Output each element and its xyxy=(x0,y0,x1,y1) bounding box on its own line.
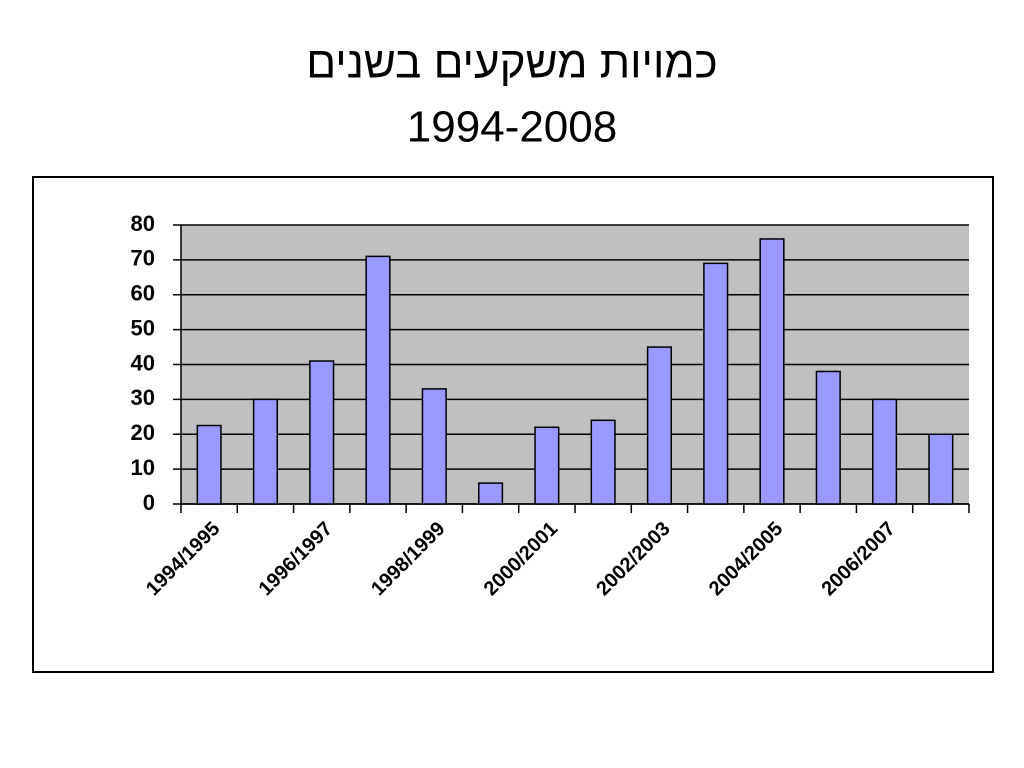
bar xyxy=(872,398,898,505)
bar xyxy=(365,255,391,505)
bar xyxy=(928,433,954,505)
y-tick-label: 20 xyxy=(131,420,155,445)
bar xyxy=(646,346,672,505)
bar xyxy=(196,424,222,505)
y-tick-label: 10 xyxy=(131,455,155,480)
bar xyxy=(759,238,785,505)
y-tick-label: 40 xyxy=(131,350,155,375)
chart-subtitle: 1994-2008 xyxy=(407,103,617,152)
chart-title: כמויות משקעים בשנים xyxy=(306,39,717,88)
y-tick-label: 60 xyxy=(131,281,155,306)
y-tick-label: 70 xyxy=(131,246,155,271)
bar xyxy=(478,482,504,505)
y-tick-label: 80 xyxy=(131,211,155,236)
bar xyxy=(252,398,278,505)
bar xyxy=(309,360,335,505)
y-tick-label: 50 xyxy=(131,315,155,340)
bar xyxy=(815,370,841,505)
bar xyxy=(534,426,560,505)
bar xyxy=(421,388,447,505)
y-tick-label: 30 xyxy=(131,385,155,410)
bar xyxy=(703,262,729,505)
y-tick-label: 0 xyxy=(143,490,155,515)
bar xyxy=(590,419,616,505)
